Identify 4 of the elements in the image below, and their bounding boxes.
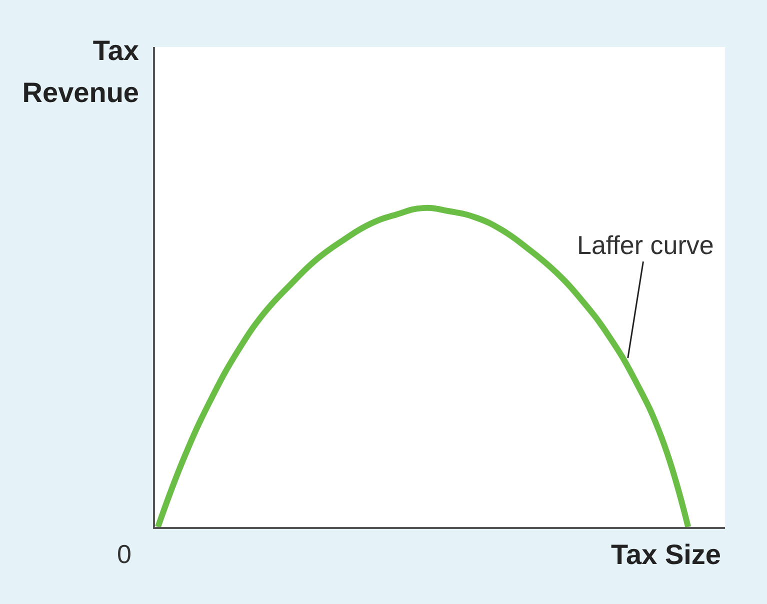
y-axis-title: Tax Revenue (21, 34, 139, 110)
text: 0 (117, 539, 132, 569)
x-axis-title: Tax Size (611, 539, 721, 570)
series-label: Laffer curve (577, 230, 714, 260)
